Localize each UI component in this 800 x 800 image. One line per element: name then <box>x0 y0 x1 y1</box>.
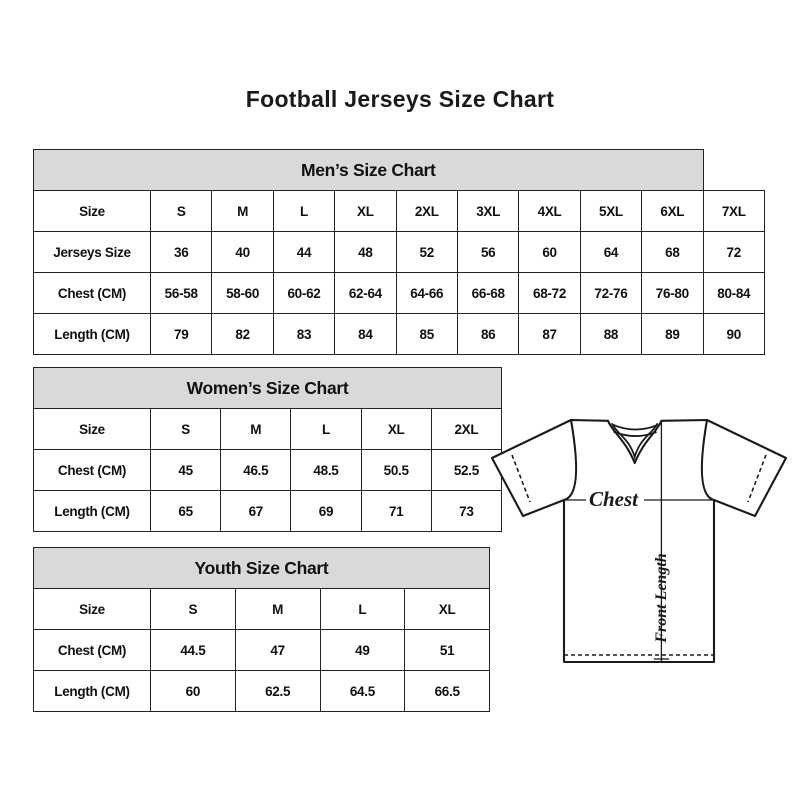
svg-text:Front Length: Front Length <box>653 553 670 643</box>
svg-text:Chest: Chest <box>589 487 639 511</box>
